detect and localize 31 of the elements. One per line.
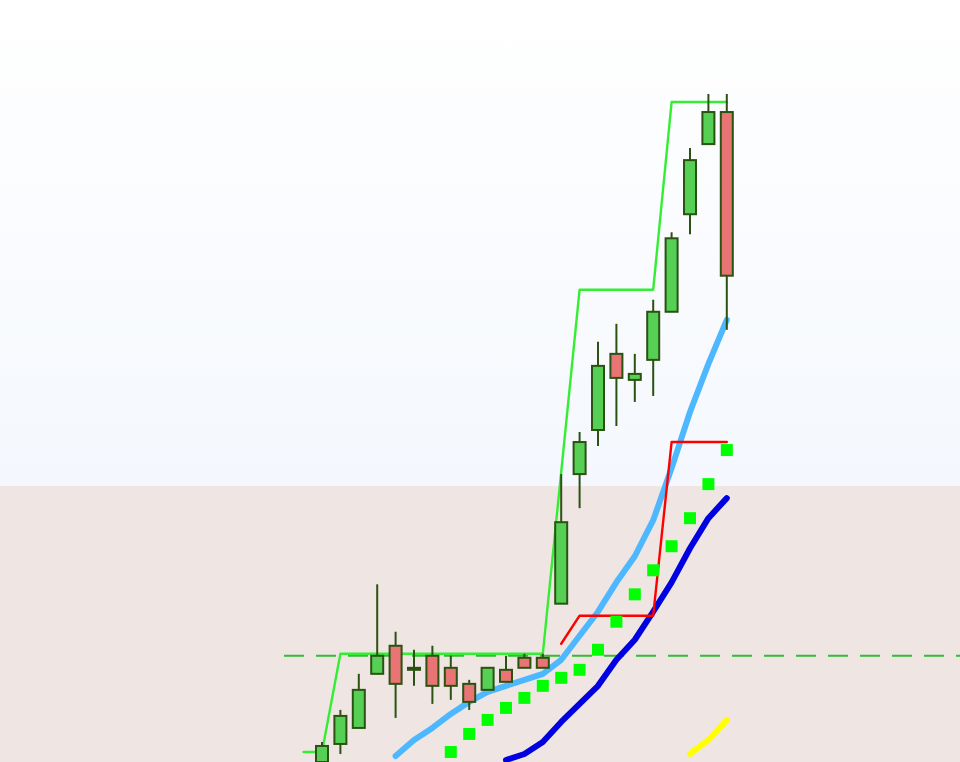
point: [518, 691, 531, 704]
point: [647, 564, 660, 577]
point: [536, 679, 549, 692]
point: [463, 727, 476, 740]
candlestick: [701, 93, 716, 146]
candlestick: [370, 583, 385, 675]
point: [592, 643, 604, 656]
point: [500, 701, 512, 714]
point: [610, 615, 623, 628]
point: [702, 478, 715, 491]
candlestick: [462, 678, 477, 711]
point: [555, 671, 568, 684]
point: [665, 540, 678, 553]
point: [684, 512, 696, 525]
candlestick: [443, 654, 458, 701]
point: [481, 713, 494, 726]
candlestick: [333, 708, 348, 755]
point: [628, 588, 641, 601]
point: [444, 745, 457, 758]
candlestick: [351, 672, 366, 729]
candlestick: [627, 352, 642, 403]
candlestick: [425, 644, 440, 705]
candlestick: [499, 654, 513, 683]
candlestick: [315, 740, 329, 762]
candlestick: [572, 431, 587, 510]
point: [573, 663, 586, 676]
point: [720, 444, 733, 457]
candlestick: [407, 648, 421, 687]
candlestick: [388, 630, 403, 719]
candlestick: [480, 666, 495, 691]
candlestick: [609, 322, 624, 427]
